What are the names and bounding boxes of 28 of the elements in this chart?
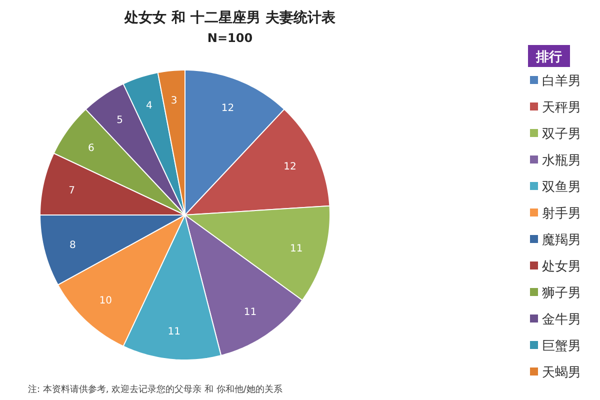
legend-label: 射手男 <box>542 206 581 222</box>
data-label: 5 <box>116 115 123 126</box>
legend-label: 处女男 <box>542 260 581 274</box>
legend-label: 天秤男 <box>542 100 581 116</box>
legend-label: 白羊男 <box>542 74 581 89</box>
legend-label: 巨蟹男 <box>542 339 581 354</box>
chart-title: 处女女 和 十二星座男 夫妻统计表 <box>124 9 336 26</box>
data-label: 10 <box>99 296 112 307</box>
legend-label: 金牛男 <box>542 312 581 328</box>
legend-label: 双鱼男 <box>542 180 581 195</box>
legend-title: 排行 <box>535 50 562 65</box>
legend-label: 双子男 <box>542 127 581 142</box>
data-label: 11 <box>290 243 303 254</box>
data-label: 3 <box>170 96 178 107</box>
data-label: 12 <box>221 103 234 114</box>
legend-label: 魔羯男 <box>542 233 581 248</box>
data-label: 4 <box>146 100 152 112</box>
data-label: 8 <box>69 240 76 251</box>
data-label: 11 <box>244 306 257 318</box>
legend-label: 水瓶男 <box>542 154 581 168</box>
data-label: 12 <box>284 162 296 173</box>
legend-label: 狮子男 <box>542 286 581 301</box>
data-label: 6 <box>88 142 94 154</box>
legend-label: 天蝎男 <box>542 366 581 380</box>
text: 注: 本资料请供参考, 欢迎去记录您的父母亲 和 你和他/她的关系 <box>28 384 282 395</box>
data-label: 11 <box>168 326 180 338</box>
chart-subtitle: N=100 <box>207 31 253 45</box>
data-label: 7 <box>68 186 75 197</box>
